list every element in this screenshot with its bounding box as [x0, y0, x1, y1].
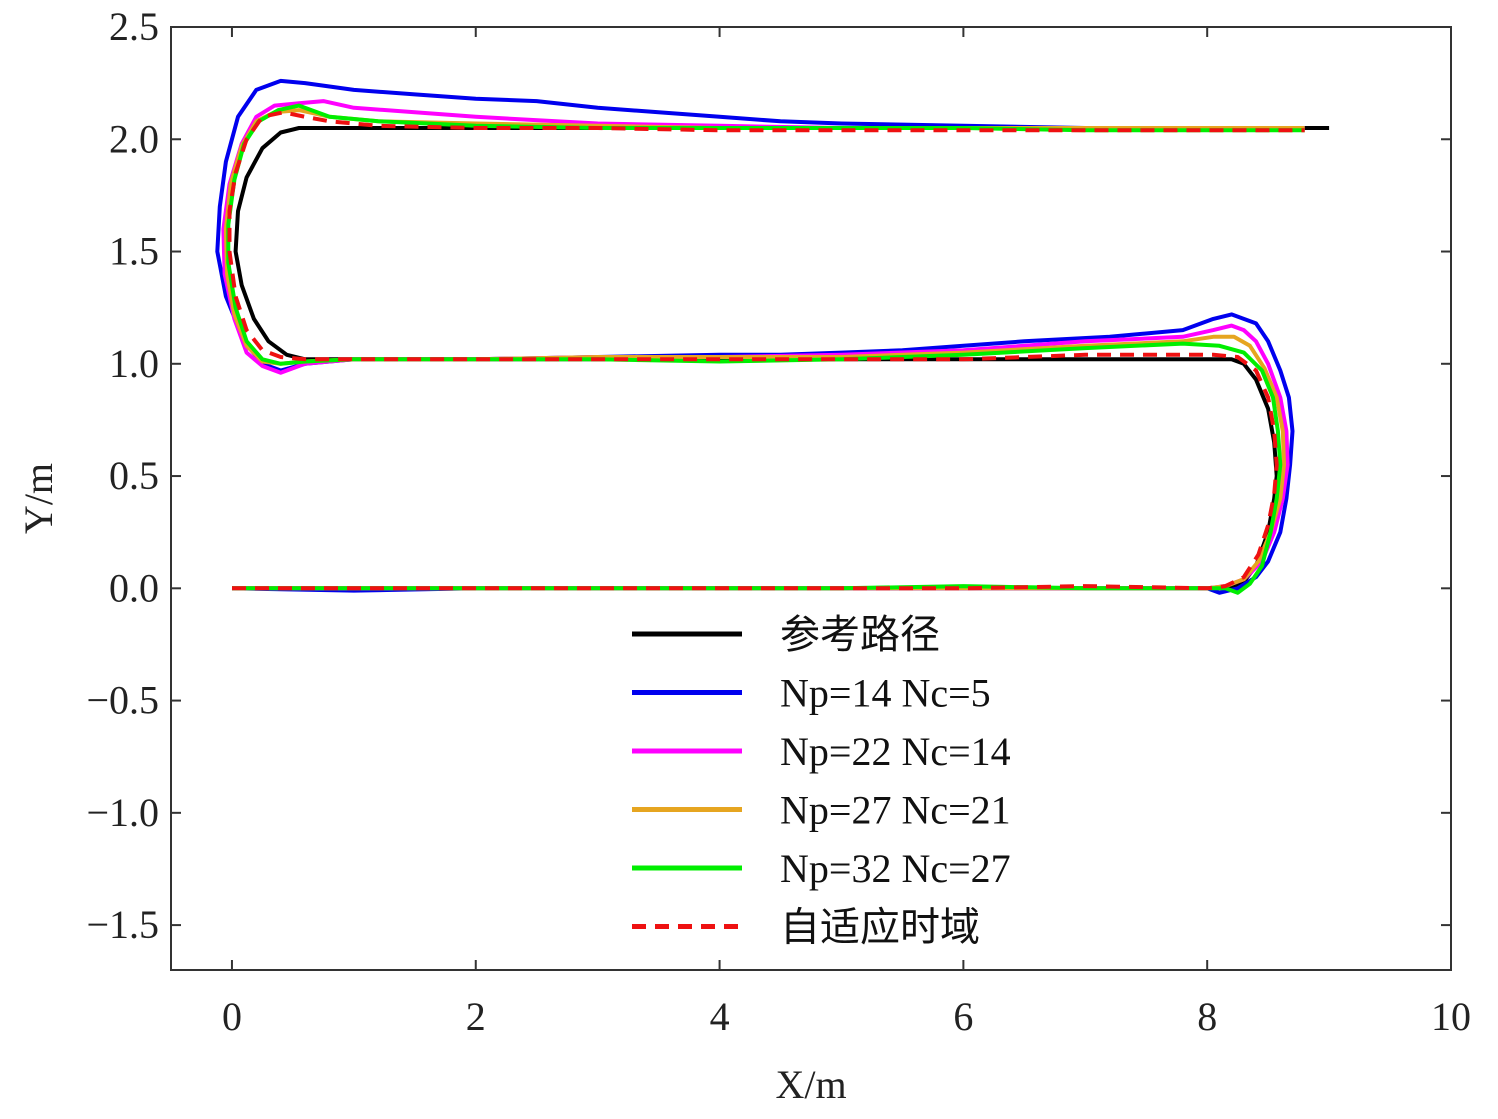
y-tick-label: −1.5 — [86, 902, 159, 947]
y-tick-label: −0.5 — [86, 678, 159, 723]
x-tick-label: 2 — [466, 994, 486, 1039]
x-tick-label: 6 — [953, 994, 973, 1039]
y-tick-label: −1.0 — [86, 790, 159, 835]
y-tick-label: 1.5 — [109, 229, 159, 274]
y-tick-label: 1.0 — [109, 341, 159, 386]
ticks-layer: 0 2 4 6 8 10 −1.5 −1.0 −0.5 0.0 0.5 1.0 1.5 2.0 2.5 — [86, 4, 1471, 1039]
y-axis-title: Y/m — [16, 463, 61, 534]
series-layer — [215, 78, 1330, 595]
legend-label: Np=32 Nc=27 — [780, 846, 1011, 891]
y-tick-label: 2.5 — [109, 4, 159, 49]
legend: 参考路径 Np=14 Nc=5 Np=22 Nc=14 Np=27 Nc=21 Np=3… — [632, 612, 1011, 950]
legend-label: Np=22 Nc=14 — [780, 729, 1011, 774]
series-line-5 — [227, 110, 1305, 591]
legend-label: Np=14 Nc=5 — [780, 671, 991, 716]
y-tick-label: 2.0 — [109, 116, 159, 161]
legend-label: 自适应时域 — [780, 905, 980, 950]
plot-frame — [170, 26, 1452, 971]
x-axis-title: X/m — [775, 1062, 846, 1107]
series-line-4 — [226, 103, 1305, 595]
x-tick-label: 0 — [222, 994, 242, 1039]
legend-label: Np=27 Nc=21 — [780, 788, 1011, 833]
legend-label: 参考路径 — [780, 612, 940, 657]
x-tick-label: 4 — [710, 994, 730, 1039]
x-tick-label: 8 — [1197, 994, 1217, 1039]
series-line-3 — [223, 108, 1305, 591]
y-tick-label: 0.0 — [109, 565, 159, 610]
x-tick-label: 10 — [1431, 994, 1471, 1039]
y-tick-label: 0.5 — [109, 453, 159, 498]
